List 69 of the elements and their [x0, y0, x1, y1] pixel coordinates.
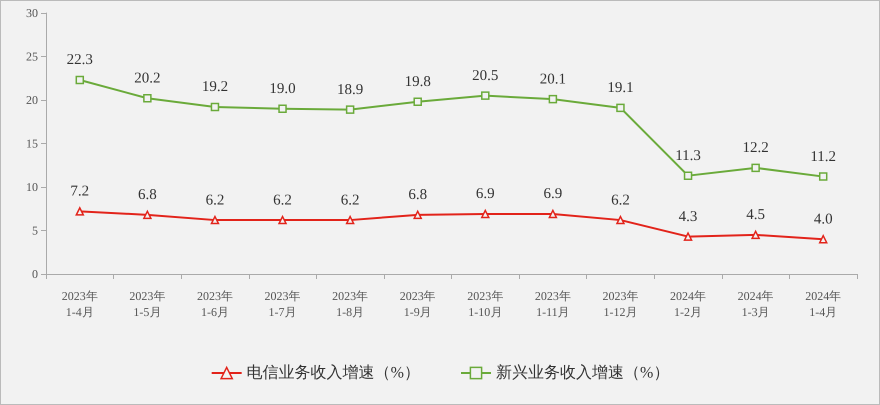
x-tick-label: 2024年 1-4月	[805, 289, 842, 319]
point	[616, 216, 625, 224]
point	[76, 207, 84, 216]
point	[616, 104, 625, 112]
point	[76, 76, 84, 84]
y-tick-label: 15	[26, 136, 38, 150]
data-label: 7.2	[70, 184, 90, 200]
data-label: 6.9	[544, 186, 562, 202]
x-tick-label: 2023年 1-7月	[264, 289, 301, 319]
x-tick-label: 2024年 1-2月	[670, 289, 706, 319]
data-label: 6.9	[476, 186, 495, 202]
point	[210, 216, 220, 224]
x-tick-label: 2023年 1-11月	[534, 289, 571, 319]
y-tick-label: 20	[26, 93, 38, 107]
data-label: 11.3	[675, 148, 701, 164]
point	[684, 232, 692, 241]
x-tick-label: 2023年 1-4月	[62, 289, 98, 319]
point	[346, 105, 354, 114]
data-label: 6.8	[408, 187, 428, 204]
data-label: 6.8	[138, 187, 157, 204]
data-label: 20.1	[540, 71, 566, 88]
y-tick-label: 5	[32, 224, 38, 238]
x-tick-label: 2023年 1-9月	[400, 289, 436, 319]
point	[278, 104, 287, 113]
data-label: 4.3	[678, 208, 698, 225]
data-label: 19.0	[269, 80, 296, 97]
point	[684, 171, 692, 180]
point	[818, 234, 828, 244]
point	[143, 94, 152, 103]
data-label: 4.0	[814, 211, 833, 228]
point	[481, 210, 490, 218]
point	[413, 210, 422, 220]
data-label: 6.2	[611, 192, 630, 208]
legend-label: 电信业务收入增速（%）	[246, 364, 420, 382]
point	[548, 94, 558, 104]
point	[548, 210, 558, 218]
data-label: 20.2	[134, 70, 160, 87]
data-label: 22.3	[66, 52, 93, 68]
x-tick-label: 2023年 1-8月	[332, 289, 368, 319]
y-tick-label: 25	[26, 50, 38, 64]
x-tick-label: 2023年 1-6月	[196, 289, 233, 319]
point	[818, 172, 828, 181]
x-tick-label: 2023年 1-5月	[129, 289, 166, 319]
data-label: 4.5	[746, 207, 765, 224]
point	[346, 216, 354, 224]
data-label: 6.2	[273, 192, 292, 208]
data-label: 19.1	[607, 80, 634, 96]
data-label: 6.2	[340, 192, 360, 208]
legend-label: 新兴业务收入增速（%）	[496, 364, 670, 382]
point	[143, 210, 152, 220]
point	[210, 102, 220, 112]
point	[413, 97, 422, 106]
data-label: 11.2	[810, 148, 836, 165]
data-label: 6.2	[206, 192, 224, 208]
point	[751, 230, 760, 240]
point	[751, 164, 760, 172]
y-tick-label: 30	[26, 6, 38, 20]
x-tick-label: 2023年 1-12月	[602, 289, 638, 319]
x-tick-label: 2024年 1-3月	[738, 289, 774, 319]
data-label: 19.8	[404, 74, 431, 90]
data-label: 20.5	[472, 68, 498, 84]
point	[278, 216, 287, 224]
y-tick-label: 10	[26, 180, 38, 194]
point	[481, 91, 490, 100]
data-label: 12.2	[742, 140, 769, 156]
data-label: 18.9	[337, 82, 364, 98]
x-tick-label: 2023年 1-10月	[467, 289, 504, 319]
y-tick-label: 0	[32, 267, 38, 281]
data-label: 19.2	[202, 79, 228, 96]
